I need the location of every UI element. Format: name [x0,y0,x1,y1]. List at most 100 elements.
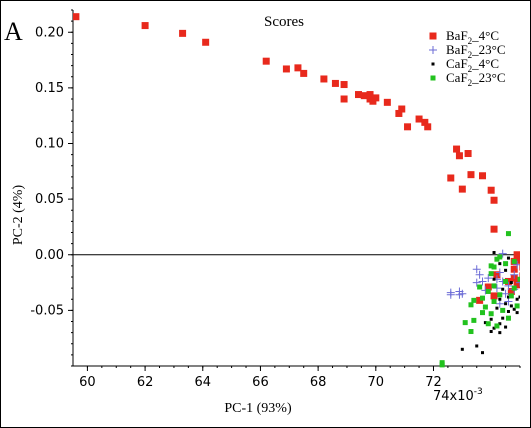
data-point-series-4 [505,315,511,321]
data-point-series-2 [472,278,481,287]
legend-label-suffix: _23°C [471,70,505,85]
legend-label-subscript: 2 [468,36,473,46]
data-point-series-1 [458,185,466,193]
x-tick-label: 70 [368,375,385,390]
x-tick-label: 62 [137,375,154,390]
data-point-series-4 [462,320,468,326]
data-point-series-4 [468,329,474,335]
data-point-series-1 [516,256,520,264]
data-point-series-1 [366,91,374,99]
data-point-series-1 [479,172,487,180]
data-point-series-4 [511,258,517,264]
data-point-series-2 [446,290,455,299]
data-point-series-1 [519,272,520,280]
data-point-series-2 [510,270,519,279]
data-point-series-4 [471,317,477,323]
data-point-series-4 [480,295,486,301]
data-point-series-2 [498,249,507,258]
chart-title: Scores [264,14,304,30]
data-point-series-1 [372,94,380,102]
data-point-series-3 [489,330,493,334]
data-point-series-3 [506,295,510,299]
data-point-series-1 [355,91,363,99]
data-point-series-4 [485,321,491,327]
data-point-series-3 [524,280,527,283]
data-point-series-4 [503,261,509,267]
plot-area: -0.05 0.00 0.05 0.10 0.15 0.20 60 62 64 66 68 70 72 [30,9,531,390]
data-point-series-4 [497,292,503,298]
data-point-series-1 [510,265,518,273]
data-point-series-3 [506,309,510,313]
legend-label-base: CaF [446,56,468,71]
data-point-series-4 [468,302,474,308]
data-point-series-1 [340,95,348,103]
data-point-series-4 [491,264,497,270]
legend-label-suffix: _23°C [471,42,505,57]
data-point-series-3 [483,321,487,325]
x-multiplier-base: 74x10 [433,389,474,404]
data-point-series-1 [282,65,290,73]
data-point-series-3 [498,331,502,335]
data-point-series-1 [383,98,391,106]
legend-marker-1 [429,32,437,40]
data-point-series-3 [501,287,505,291]
data-point-series-1 [141,22,149,30]
data-points [73,13,531,368]
data-point-series-1 [519,263,520,271]
data-point-series-1 [320,75,328,83]
data-point-series-1 [504,277,512,285]
data-point-series-4 [488,271,494,277]
data-point-series-2 [475,270,484,279]
data-point-series-1 [262,57,270,65]
data-point-series-1 [464,150,472,158]
data-point-series-4 [526,271,531,276]
data-point-series-2 [522,265,530,273]
legend-marker-3 [431,62,435,66]
legend-label-subscript: 2 [468,78,473,88]
data-point-series-4 [520,289,525,294]
legend-marker-2 [429,46,437,54]
legend-label-1: BaF2_4°C [446,28,499,46]
data-point-series-1 [424,123,432,131]
data-point-series-4 [491,298,497,304]
data-point-series-4 [485,288,491,294]
x-tick-label: 60 [79,375,96,390]
data-point-series-1 [476,296,484,304]
data-point-series-3 [504,325,508,329]
data-point-series-4 [508,293,514,299]
y-tick-label: 0.20 [35,25,64,40]
data-point-series-3 [504,302,508,306]
y-tick-label: 0.00 [35,248,64,263]
data-point-series-1 [340,81,348,89]
data-point-series-4 [520,266,525,271]
panel-label: A [4,17,23,46]
data-point-series-2 [501,289,510,298]
data-point-series-3 [512,307,516,311]
data-point-series-1 [513,251,520,259]
data-point-series-1 [484,283,492,291]
data-point-series-3 [495,306,499,310]
data-point-series-1 [513,281,520,289]
y-tick-label: -0.05 [30,303,64,318]
data-point-series-3 [518,295,520,299]
data-point-series-4 [491,283,497,289]
data-point-series-3 [498,262,502,266]
legend-label-base: BaF [446,42,468,57]
x-tick-label: 66 [252,375,269,390]
data-point-series-3 [527,255,530,258]
data-point-series-2 [472,265,481,274]
x-multiplier-exponent: -3 [474,387,483,397]
data-point-series-1 [490,196,498,204]
data-point-series-3 [515,297,519,301]
data-point-series-2 [504,281,513,290]
data-point-series-3 [489,317,493,321]
data-point-series-2 [495,299,504,308]
data-point-series-3 [501,316,505,320]
legend-label-suffix: _4°C [471,56,499,71]
data-point-series-1 [507,287,515,295]
data-point-series-4 [494,256,500,262]
data-point-series-2 [528,282,531,290]
data-point-series-1 [455,152,463,160]
